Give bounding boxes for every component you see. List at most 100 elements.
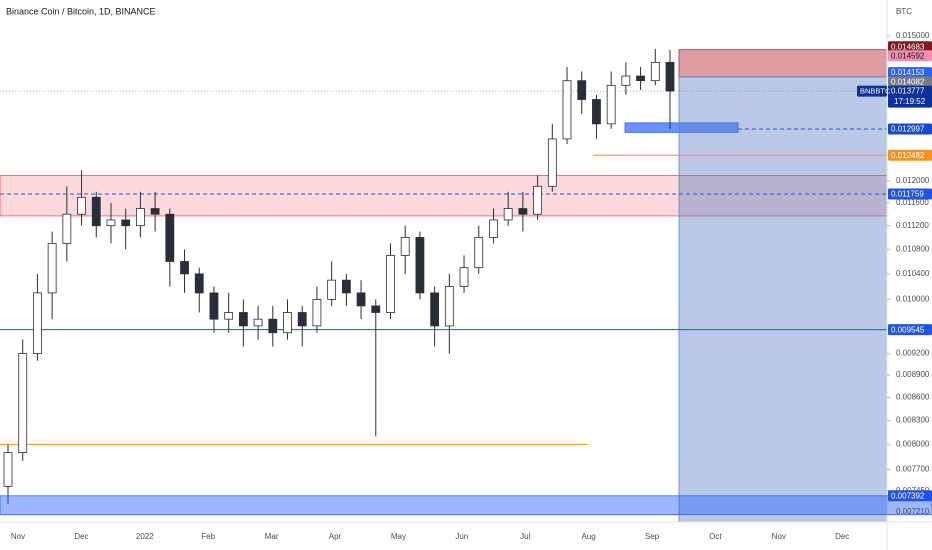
y-tick-label: 0.007210 xyxy=(896,507,930,516)
candle-body xyxy=(430,292,440,327)
price-label-bg xyxy=(888,188,932,200)
x-tick-label: Aug xyxy=(581,532,595,541)
x-tick-label: Jul xyxy=(520,532,530,541)
x-tick-label: Jun xyxy=(455,532,468,541)
x-tick-label: Mar xyxy=(265,532,279,541)
candle-body xyxy=(621,75,631,86)
zone xyxy=(624,122,739,133)
candle-body xyxy=(209,292,219,320)
candle-body xyxy=(91,196,101,227)
price-label: 0.007392 xyxy=(891,491,925,500)
candle-body xyxy=(665,61,675,92)
candle-body xyxy=(180,261,189,275)
candle-body xyxy=(592,99,601,125)
candle-body xyxy=(489,219,498,238)
price-label-bg xyxy=(888,149,932,161)
candle-body xyxy=(533,185,542,215)
candle-body xyxy=(77,196,86,215)
candle-body xyxy=(238,312,248,327)
candle-body xyxy=(224,312,234,320)
plot-area xyxy=(0,48,887,522)
candle-body xyxy=(474,237,484,269)
currency-label: BTC xyxy=(896,7,912,16)
candle-body xyxy=(194,273,204,294)
zone xyxy=(678,76,887,522)
price-label-bg xyxy=(888,67,932,79)
zone xyxy=(678,49,887,78)
candle-body xyxy=(341,279,351,294)
candle-body xyxy=(444,286,454,327)
price-label-bg xyxy=(888,85,932,108)
candle-body xyxy=(283,312,292,334)
candle-body xyxy=(268,318,278,334)
candle-body xyxy=(577,80,587,100)
candle-body xyxy=(503,208,513,221)
candle-body xyxy=(297,312,307,327)
x-tick-label: May xyxy=(391,532,406,541)
candle-body xyxy=(18,353,28,454)
price-label-bg xyxy=(888,123,932,135)
candle-body xyxy=(562,80,572,140)
price-label-bg xyxy=(888,490,932,502)
candle-body xyxy=(371,305,381,313)
price-label: 0.014592 xyxy=(891,51,925,60)
price-label-bg xyxy=(888,41,932,53)
zone xyxy=(0,495,932,516)
x-tick-label: Nov xyxy=(772,532,786,541)
y-tick-label: 0.008300 xyxy=(896,416,930,425)
y-tick-label: 0.007700 xyxy=(896,464,930,473)
price-label: 0.011759 xyxy=(891,190,924,199)
candle-body xyxy=(106,219,116,227)
candle-body xyxy=(62,213,72,244)
candle-body xyxy=(518,208,528,215)
symbol-label: BNBBTC xyxy=(860,87,891,96)
candle-body xyxy=(33,292,42,354)
y-tick-label: 0.010800 xyxy=(896,244,930,253)
x-tick-label: Nov xyxy=(11,532,25,541)
candle-body xyxy=(3,452,13,487)
candle-body xyxy=(400,237,410,256)
candle-body xyxy=(253,318,263,327)
x-tick-label: Feb xyxy=(201,532,215,541)
symbol-label-bg xyxy=(857,85,887,97)
candle-body xyxy=(386,255,395,313)
y-tick-label: 0.012000 xyxy=(896,176,930,185)
x-tick-label: Apr xyxy=(329,532,342,541)
candle-body xyxy=(636,75,645,82)
price-label: 0.014683 xyxy=(891,42,925,51)
price-label-bg xyxy=(888,50,932,62)
y-tick-label: 0.008900 xyxy=(896,370,930,379)
x-tick-label: Sep xyxy=(645,532,660,541)
x-tick-label: Dec xyxy=(74,532,88,541)
price-label: 0.012997 xyxy=(891,125,925,134)
candle-body xyxy=(165,213,175,262)
y-tick-label: 0.009200 xyxy=(896,349,930,358)
y-tick-label: 0.010400 xyxy=(896,269,930,278)
y-tick-label: 0.008000 xyxy=(896,440,930,449)
candle-body xyxy=(121,219,131,227)
candle-body xyxy=(415,237,425,294)
chart-title: Binance Coin / Bitcoin, 1D, BINANCE xyxy=(6,6,156,16)
price-label-bg xyxy=(888,324,932,336)
candle-body xyxy=(547,138,557,187)
x-tick-label: Oct xyxy=(709,532,722,541)
candle-body xyxy=(312,298,322,327)
candle-body xyxy=(459,267,469,287)
y-tick-label: 0.008600 xyxy=(896,393,930,402)
x-tick-label: Dec xyxy=(835,532,849,541)
price-label: 0.012482 xyxy=(891,151,925,160)
y-tick-label: 0.011600 xyxy=(896,198,929,207)
y-tick-label: 0.015000 xyxy=(896,31,930,40)
zone xyxy=(0,175,887,217)
candle-body xyxy=(135,208,145,227)
price-label: 0.014082 xyxy=(891,77,925,86)
price-label: 0.013777 xyxy=(891,87,925,96)
candle-body xyxy=(150,208,160,215)
candle-body xyxy=(606,84,616,125)
price-label-bg xyxy=(888,76,932,88)
y-tick-label: 0.010000 xyxy=(896,294,930,303)
countdown: 17:19:52 xyxy=(894,97,926,106)
x-tick-label: 2022 xyxy=(136,532,154,541)
candle-body xyxy=(356,292,366,307)
